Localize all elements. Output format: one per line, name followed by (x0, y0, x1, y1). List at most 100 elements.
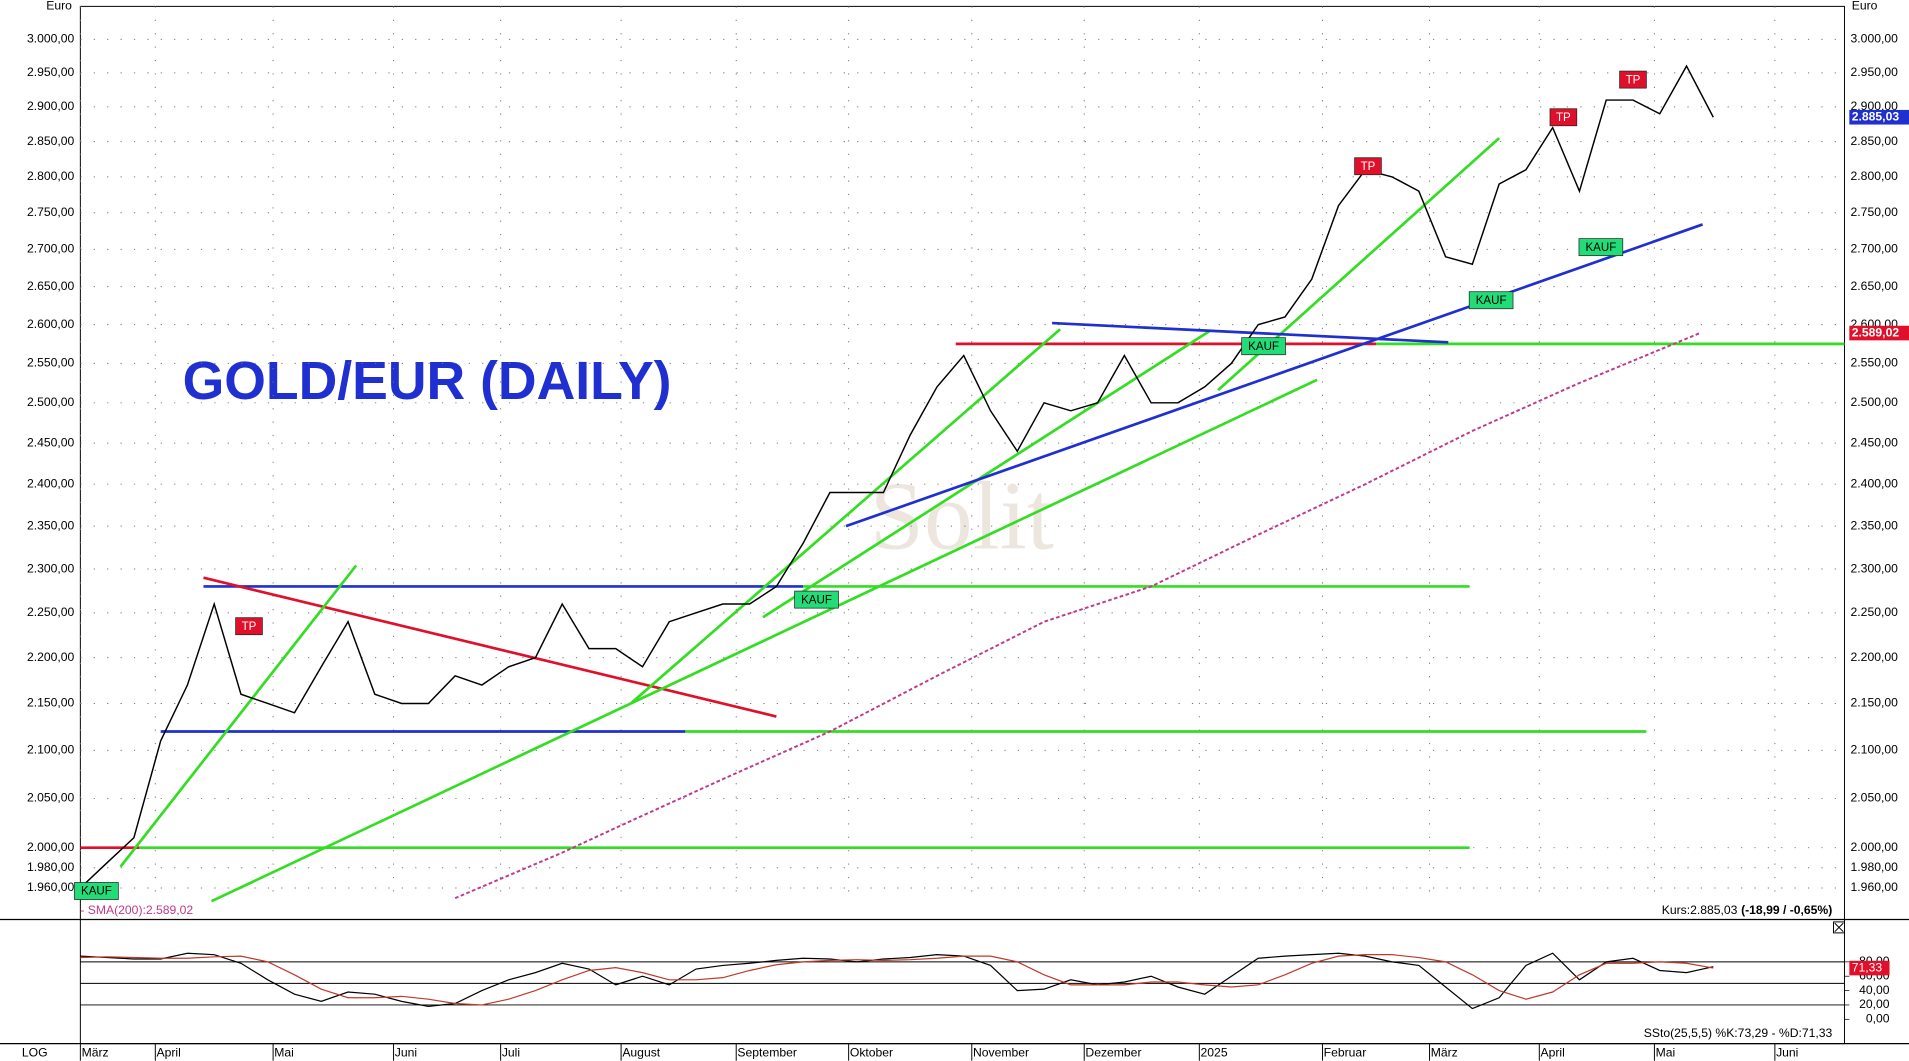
signal-box (1468, 291, 1514, 310)
watermark: Solit (870, 463, 1054, 571)
x-tick-label: Juni (1776, 1046, 1798, 1060)
y-tick-label-right: 2.700,00 (1851, 242, 1899, 256)
y-tick-label: 2.900,00 (27, 99, 75, 113)
y-tick-label: 2.500,00 (27, 395, 75, 409)
y-tick-label-right: 2.300,00 (1851, 561, 1899, 575)
y-tick-label-right: 2.050,00 (1851, 791, 1899, 805)
indicator-line (80, 952, 1714, 1010)
y-tick-label: 2.450,00 (27, 435, 75, 449)
y-tick-label-right: 2.950,00 (1851, 65, 1899, 79)
x-tick-label: Mai (274, 1046, 294, 1060)
signal-label: KAUF (1585, 242, 1616, 254)
y-tick-label-right: 2.250,00 (1851, 605, 1899, 619)
y-tick-label: 1.980,00 (27, 860, 75, 874)
x-tick-label: November (973, 1046, 1029, 1060)
y-tick-label: 2.750,00 (27, 205, 75, 219)
x-tick-label: Juni (395, 1046, 417, 1060)
y-unit-right: Euro (1852, 0, 1878, 13)
signal-box (1354, 157, 1382, 176)
status-line: Kurs:2.885,03 (-18,99 / -0,65%) (1662, 903, 1833, 917)
status-price: Kurs:2.885,03 (1662, 903, 1738, 917)
y-tick-label-right: 2.650,00 (1851, 279, 1899, 293)
x-tick-label: März (1431, 1046, 1458, 1060)
indicator-line (80, 954, 1714, 1006)
y-tick-label-right: 2.000,00 (1851, 840, 1899, 854)
y-tick-label-right: 2.100,00 (1851, 743, 1899, 757)
x-tick-label: Dezember (1085, 1046, 1141, 1060)
y-tick-label-right: 1.980,00 (1851, 860, 1899, 874)
y-tick-label-right: 3.000,00 (1851, 32, 1899, 46)
sma-line (454, 332, 1701, 900)
y-tick-label: 2.300,00 (27, 561, 75, 575)
y-tick-label-right: 2.800,00 (1851, 169, 1899, 183)
x-tick-label: August (622, 1046, 660, 1060)
x-tick-label: Oktober (850, 1046, 893, 1060)
indicator-tick-label: 0,00 (1866, 1012, 1890, 1026)
trendline (762, 329, 1211, 619)
signal-box (1619, 70, 1647, 89)
scale-mode: LOG (22, 1046, 48, 1060)
trendline (845, 223, 1704, 528)
signal-box (74, 882, 119, 900)
y-tick-label: 2.800,00 (27, 169, 75, 183)
y-tick-label: 2.050,00 (27, 791, 75, 805)
y-tick-label-right: 2.900,00 (1851, 99, 1899, 113)
signal-label: TP (1361, 161, 1376, 173)
y-tick-label: 2.200,00 (27, 650, 75, 664)
y-tick-label: 2.350,00 (27, 518, 75, 532)
x-tick-label: April (1541, 1046, 1565, 1060)
status-change: (-18,99 / -0,65%) (1741, 903, 1832, 917)
trendline (203, 576, 777, 718)
y-tick-label: 2.650,00 (27, 279, 75, 293)
indicator-marker (1849, 960, 1890, 976)
signal-box (1549, 108, 1578, 127)
signal-box (794, 590, 839, 609)
trendline (630, 328, 1062, 704)
x-tick-label: Februar (1324, 1046, 1367, 1060)
sma-legend: - SMA(200):2.589,02 (80, 903, 193, 917)
x-tick-label: Juli (502, 1046, 520, 1060)
x-tick-label: April (157, 1046, 181, 1060)
price-line (79, 64, 1714, 889)
x-tick-label: 2025 (1201, 1046, 1228, 1060)
y-tick-label: 2.150,00 (27, 696, 75, 710)
price-marker-label: 2.589,02 (1852, 325, 1900, 339)
indicator-tick-label: 20,00 (1859, 997, 1890, 1011)
indicator-marker-label: 71,33 (1852, 960, 1883, 974)
y-tick-label: 2.700,00 (27, 242, 75, 256)
y-tick-label-right: 2.400,00 (1851, 476, 1899, 490)
signal-label: TP (1556, 112, 1571, 124)
y-tick-label: 2.850,00 (27, 134, 75, 148)
trendline (210, 378, 1318, 903)
x-tick-label: Mai (1656, 1046, 1676, 1060)
y-tick-label: 2.250,00 (27, 605, 75, 619)
signal-label: TP (1626, 74, 1641, 86)
y-tick-label: 3.000,00 (27, 32, 75, 46)
y-tick-label-right: 2.550,00 (1851, 356, 1899, 370)
y-tick-label: 2.000,00 (27, 840, 75, 854)
trendline (119, 564, 358, 868)
x-tick-label: September (737, 1046, 796, 1060)
signal-label: KAUF (801, 594, 832, 606)
y-tick-label-right: 2.850,00 (1851, 134, 1899, 148)
signal-box (235, 617, 263, 636)
y-tick-label: 2.600,00 (27, 317, 75, 331)
signal-label: KAUF (1476, 295, 1507, 307)
y-tick-label-right: 2.350,00 (1851, 518, 1899, 532)
price-marker (1849, 109, 1909, 125)
price-marker (1849, 325, 1909, 341)
close-icon-cross (1834, 922, 1844, 933)
indicator-tick-label: 40,00 (1859, 983, 1890, 997)
y-tick-label: 2.100,00 (27, 743, 75, 757)
signal-label: KAUF (81, 886, 112, 898)
y-tick-label: 2.950,00 (27, 65, 75, 79)
signal-box (1241, 337, 1286, 356)
y-tick-label-right: 2.750,00 (1851, 205, 1899, 219)
y-tick-label-right: 1.960,00 (1851, 880, 1899, 894)
y-unit-left: Euro (46, 0, 72, 13)
y-tick-label: 2.400,00 (27, 476, 75, 490)
indicator-legend: SSto(25,5,5) %K:73,29 - %D:71,33 (1644, 1026, 1833, 1040)
